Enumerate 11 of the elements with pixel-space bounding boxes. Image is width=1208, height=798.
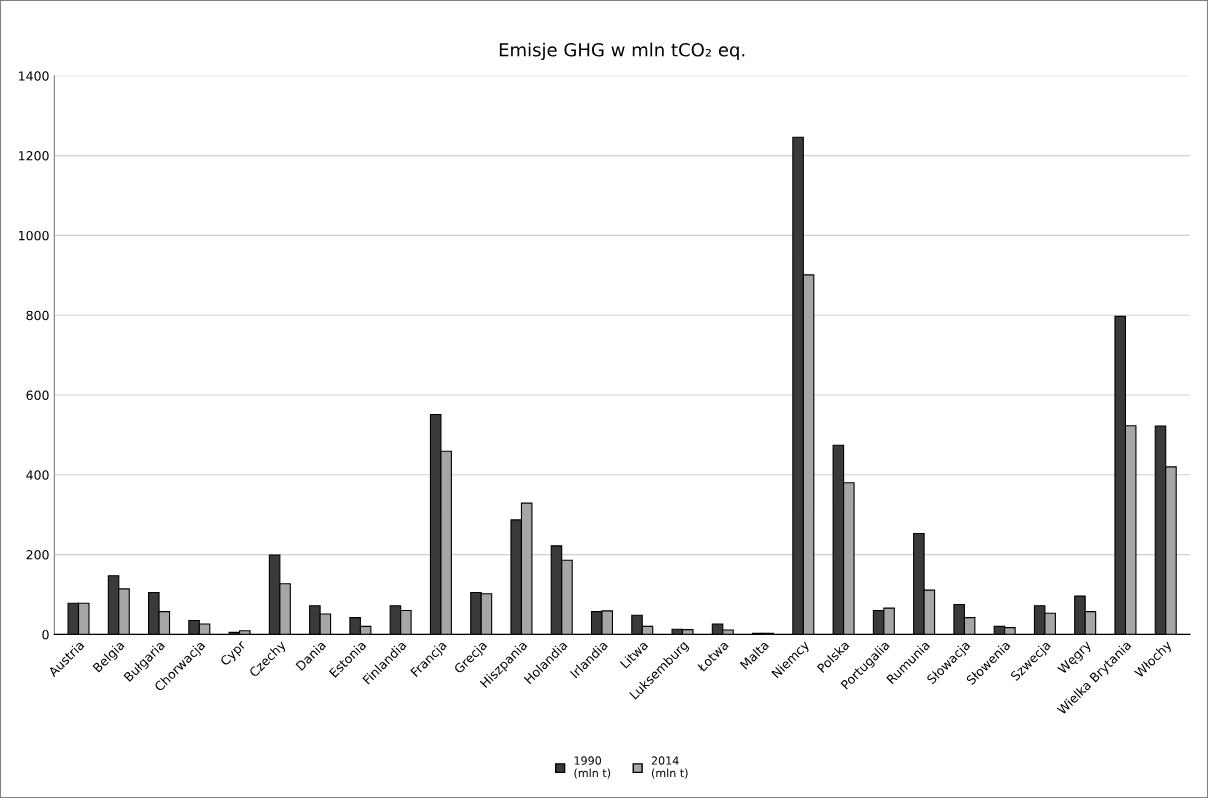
- y-tick-label: 800: [26, 310, 49, 321]
- legend-label: 2014 (mln t): [651, 756, 688, 779]
- chart-title: Emisje GHG w mln tCO₂ eq.: [499, 42, 745, 61]
- legend-label: 1990 (mln t): [574, 756, 611, 779]
- y-tick-label: 600: [26, 390, 49, 400]
- y-tick-label: 400: [26, 470, 49, 480]
- y-tick-label: 1400: [19, 71, 49, 81]
- y-tick-label: 0: [42, 629, 49, 640]
- y-tick-label: 200: [26, 550, 49, 560]
- y-tick-label: 1200: [19, 151, 49, 161]
- y-tick-label: 1000: [19, 230, 49, 241]
